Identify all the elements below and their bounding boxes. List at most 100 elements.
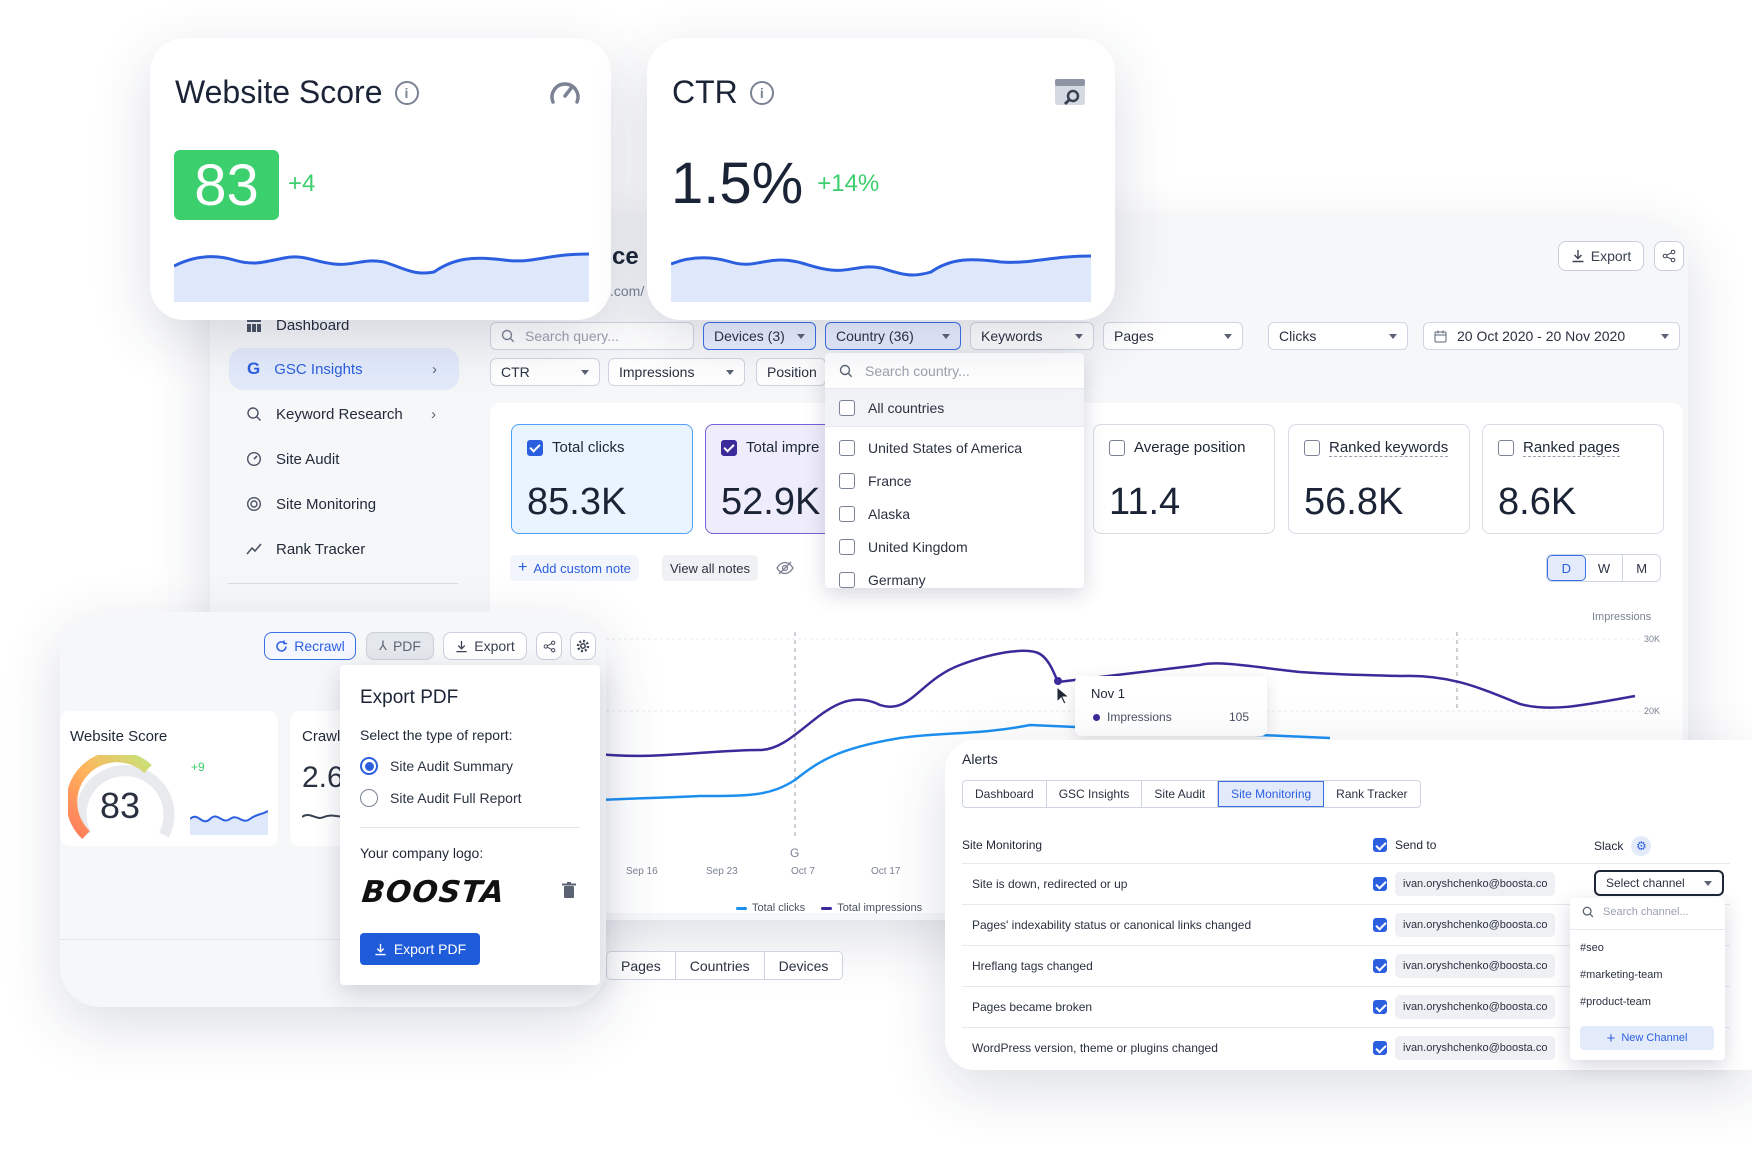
- channel-option[interactable]: #product-team: [1580, 996, 1651, 1008]
- country-filter[interactable]: Country (36): [825, 322, 961, 350]
- country-checkbox[interactable]: [839, 505, 855, 522]
- sidebar-item-site-monitoring[interactable]: Site Monitoring: [228, 483, 458, 525]
- keywords-filter[interactable]: Keywords: [970, 322, 1094, 350]
- chart-annotation-marker[interactable]: G: [790, 846, 800, 860]
- channel-option[interactable]: #seo: [1580, 942, 1604, 954]
- sidebar-item-rank-tracker[interactable]: Rank Tracker: [228, 528, 458, 570]
- audit-export-button[interactable]: Export: [443, 632, 527, 660]
- country-checkbox[interactable]: [839, 439, 855, 456]
- country-option[interactable]: Alaska: [825, 497, 1084, 530]
- alert-email[interactable]: ivan.oryshchenko@boosta.co: [1395, 872, 1556, 896]
- ctr-sparkline: [671, 254, 1091, 302]
- country-option[interactable]: France: [825, 464, 1084, 497]
- channel-dropdown: Search channel... #seo #marketing-team #…: [1570, 898, 1725, 1060]
- card-title: CTR: [672, 74, 738, 110]
- alert-checkbox[interactable]: [1373, 1000, 1387, 1014]
- tab-countries[interactable]: Countries: [676, 952, 765, 979]
- metric-checkbox[interactable]: [1498, 440, 1514, 456]
- alert-email[interactable]: ivan.oryshchenko@boosta.co: [1395, 954, 1556, 978]
- alert-checkbox[interactable]: [1373, 959, 1387, 973]
- tab-pages[interactable]: Pages: [607, 952, 676, 979]
- country-checkbox[interactable]: [839, 399, 855, 416]
- period-month[interactable]: M: [1636, 560, 1648, 576]
- country-option[interactable]: United States of America: [825, 431, 1084, 464]
- metric-checkbox[interactable]: [527, 439, 543, 456]
- new-channel-button[interactable]: + New Channel: [1580, 1026, 1714, 1050]
- report-option-full[interactable]: Site Audit Full Report: [360, 789, 522, 807]
- info-icon[interactable]: i: [749, 80, 774, 105]
- metric-checkbox[interactable]: [1304, 440, 1320, 456]
- share-button[interactable]: [1654, 241, 1684, 271]
- alerts-tab-site-audit[interactable]: Site Audit: [1142, 781, 1219, 807]
- radio-selected[interactable]: [360, 757, 378, 775]
- metric-ranked-pages[interactable]: Ranked pages 8.6K: [1482, 424, 1664, 534]
- alerts-tab-site-monitoring[interactable]: Site Monitoring: [1218, 781, 1325, 807]
- search-query-input[interactable]: Search query...: [490, 322, 694, 350]
- radio-unselected[interactable]: [360, 789, 378, 807]
- alert-checkbox[interactable]: [1373, 1041, 1387, 1055]
- channel-search-input[interactable]: Search channel...: [1582, 906, 1689, 918]
- country-checkbox[interactable]: [839, 571, 855, 588]
- legend-item-clicks[interactable]: Total clicks: [736, 902, 805, 914]
- date-range-picker[interactable]: 20 Oct 2020 - 20 Nov 2020: [1423, 322, 1680, 350]
- alert-email[interactable]: ivan.oryshchenko@boosta.co: [1395, 995, 1556, 1019]
- country-option-all[interactable]: All countries: [825, 389, 1084, 427]
- alerts-tab-gsc-insights[interactable]: GSC Insights: [1047, 781, 1143, 807]
- refresh-icon: [276, 640, 288, 652]
- send-to-all-checkbox[interactable]: [1373, 838, 1387, 852]
- recrawl-button[interactable]: Recrawl: [264, 632, 356, 660]
- metric-ranked-keywords[interactable]: Ranked keywords 56.8K: [1288, 424, 1470, 534]
- alert-email[interactable]: ivan.oryshchenko@boosta.co: [1395, 913, 1556, 937]
- chevron-down-icon: [1661, 333, 1669, 339]
- sidebar-item-site-audit[interactable]: Site Audit: [228, 438, 458, 480]
- devices-filter[interactable]: Devices (3): [703, 322, 816, 350]
- metric-total-impressions[interactable]: Total impre 52.9K: [705, 424, 835, 534]
- metric-total-clicks[interactable]: Total clicks 85.3K: [511, 424, 693, 534]
- settings-button[interactable]: [570, 632, 596, 660]
- report-option-summary[interactable]: Site Audit Summary: [360, 757, 513, 775]
- gauge-icon: [246, 451, 262, 467]
- period-day[interactable]: D: [1547, 555, 1586, 581]
- sidebar-item-label: Keyword Research: [276, 405, 403, 423]
- period-week[interactable]: W: [1586, 555, 1624, 581]
- alert-checkbox[interactable]: [1373, 918, 1387, 932]
- sidebar-item-dashboard[interactable]: Dashboard: [228, 304, 458, 346]
- sidebar-item-keyword-research[interactable]: Keyword Research ›: [228, 393, 458, 435]
- pdf-button[interactable]: ⅄ PDF: [366, 632, 434, 660]
- country-option[interactable]: United Kingdom: [825, 530, 1084, 563]
- impressions-filter[interactable]: Impressions: [608, 358, 745, 386]
- alert-checkbox[interactable]: [1373, 877, 1387, 891]
- export-pdf-subtitle: Select the type of report:: [360, 727, 513, 743]
- country-checkbox[interactable]: [839, 538, 855, 555]
- pages-filter[interactable]: Pages: [1103, 322, 1243, 350]
- channel-option[interactable]: #marketing-team: [1580, 969, 1663, 981]
- search-icon: [839, 364, 853, 377]
- country-search-input[interactable]: Search country...: [825, 353, 1084, 389]
- export-button[interactable]: Export: [1558, 241, 1644, 271]
- view-all-notes-button[interactable]: View all notes: [662, 555, 758, 581]
- info-icon[interactable]: i: [394, 80, 419, 105]
- audit-share-button[interactable]: [536, 632, 562, 660]
- tab-devices[interactable]: Devices: [778, 957, 829, 974]
- alerts-tab-dashboard[interactable]: Dashboard: [963, 781, 1047, 807]
- trash-icon[interactable]: [562, 882, 576, 898]
- country-checkbox[interactable]: [839, 472, 855, 489]
- country-option[interactable]: Germany: [825, 563, 1084, 588]
- clicks-filter[interactable]: Clicks: [1268, 322, 1408, 350]
- metric-average-position[interactable]: Average position 11.4: [1093, 424, 1275, 534]
- add-custom-note-button[interactable]: + Add custom note: [510, 555, 639, 581]
- position-filter[interactable]: Position: [756, 358, 826, 386]
- alerts-tab-rank-tracker[interactable]: Rank Tracker: [1336, 787, 1408, 801]
- ctr-value: 1.5% +14%: [671, 150, 879, 217]
- slack-settings-icon[interactable]: ⚙: [1631, 836, 1652, 856]
- metric-checkbox[interactable]: [721, 439, 737, 456]
- export-pdf-button[interactable]: Export PDF: [360, 933, 480, 965]
- eye-off-icon[interactable]: [776, 560, 794, 576]
- select-channel[interactable]: Select channel: [1594, 870, 1724, 896]
- legend-item-impressions[interactable]: Total impressions: [821, 902, 922, 914]
- metric-checkbox[interactable]: [1109, 439, 1125, 456]
- ctr-filter[interactable]: CTR: [490, 358, 600, 386]
- google-icon: G: [247, 359, 261, 378]
- sidebar-item-gsc-insights[interactable]: G GSC Insights ›: [229, 348, 459, 390]
- alert-email[interactable]: ivan.oryshchenko@boosta.co: [1395, 1036, 1556, 1060]
